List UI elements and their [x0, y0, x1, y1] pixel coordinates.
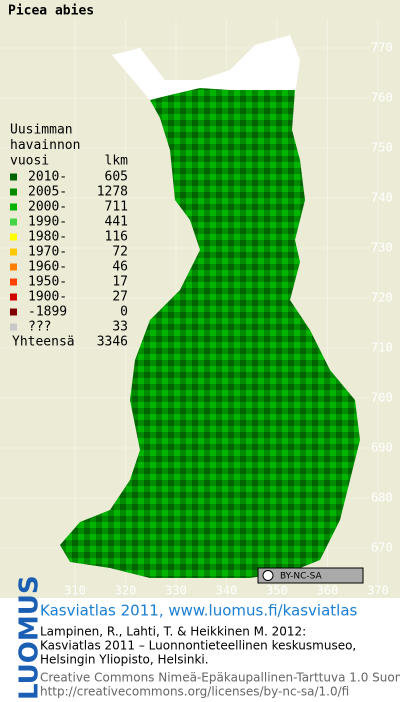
legend-swatch	[10, 308, 17, 316]
y-tick-label: 710	[371, 341, 393, 355]
legend-label: 1970-	[28, 245, 67, 260]
legend-count: 27	[112, 290, 128, 305]
legend-count: 72	[112, 245, 128, 260]
legend-heading: havainnon	[10, 138, 80, 153]
legend-swatch	[10, 248, 17, 256]
license-line: Creative Commons Nimeä-Epäkaupallinen-Ta…	[40, 671, 400, 685]
x-tick-label: 340	[216, 584, 238, 598]
legend-count: 33	[112, 320, 128, 335]
y-tick-label: 690	[371, 441, 393, 455]
legend-label: 1950-	[28, 275, 67, 290]
y-tick-label: 720	[371, 291, 393, 305]
cc-badge: BY-NC-SA	[257, 567, 364, 584]
legend-swatch	[10, 218, 17, 226]
x-tick-label: 370	[367, 584, 389, 598]
legend-swatch	[10, 263, 17, 271]
citation-line: Lampinen, R., Lahti, T. & Heikkinen M. 2…	[40, 625, 306, 639]
x-tick-label: 320	[115, 584, 137, 598]
legend-label: 2010-	[28, 170, 67, 185]
legend-heading: Uusimman	[10, 123, 73, 138]
legend-swatch	[10, 173, 17, 181]
legend-total-label: Yhteensä	[12, 335, 75, 350]
citation-line: Helsingin Yliopisto, Helsinki.	[40, 653, 209, 667]
footer-heading: Kasviatlas 2011, www.luomus.fi/kasviatla…	[40, 602, 358, 620]
legend-label: 1990-	[28, 215, 67, 230]
legend-count: 1278	[97, 185, 128, 200]
finland-map	[60, 88, 360, 578]
legend-swatch	[10, 293, 17, 301]
legend-label: -1899	[28, 305, 67, 320]
legend-swatch	[10, 188, 17, 196]
legend-count: 0	[120, 305, 128, 320]
northern-land	[112, 35, 300, 100]
legend-label: 1900-	[28, 290, 67, 305]
legend-label: 2005-	[28, 185, 67, 200]
legend-swatch	[10, 233, 17, 241]
legend-count: 17	[112, 275, 128, 290]
legend-count: 116	[105, 230, 128, 245]
x-tick-label: 360	[317, 584, 339, 598]
legend-swatch	[10, 323, 17, 331]
y-tick-label: 680	[371, 491, 393, 505]
legend-total: 3346	[97, 335, 128, 350]
y-tick-label: 750	[371, 141, 393, 155]
legend-label: ???	[28, 320, 51, 335]
cc-icon	[262, 570, 274, 581]
x-tick-label: 310	[64, 584, 86, 598]
species-title: Picea abies	[8, 4, 94, 19]
legend-label: 2000-	[28, 200, 67, 215]
y-tick-label: 760	[371, 91, 393, 105]
legend-label: 1980-	[28, 230, 67, 245]
legend-count: 711	[105, 200, 128, 215]
legend-count: 46	[112, 260, 128, 275]
x-tick-label: 330	[165, 584, 187, 598]
legend-count: 441	[105, 215, 128, 230]
legend-heading: vuosi	[10, 154, 49, 169]
y-tick-label: 700	[371, 391, 393, 405]
y-tick-label: 770	[371, 41, 393, 55]
legend-count-heading: lkm	[105, 154, 129, 169]
x-tick-label: 350	[266, 584, 288, 598]
legend-swatch	[10, 203, 17, 211]
y-tick-label: 730	[371, 241, 393, 255]
luomus-logo: LUOMUS	[15, 575, 45, 700]
y-tick-label: 740	[371, 191, 393, 205]
badge-box	[257, 567, 364, 584]
legend-count: 605	[105, 170, 128, 185]
citation-line: Kasviatlas 2011 – Luonnontieteellinen ke…	[40, 639, 356, 653]
legend-label: 1960-	[28, 260, 67, 275]
badge-text: BY-NC-SA	[280, 572, 323, 582]
legend-swatch	[10, 278, 17, 286]
license-line: http://creativecommons.org/licenses/by-n…	[40, 685, 349, 699]
y-tick-label: 670	[371, 541, 393, 555]
